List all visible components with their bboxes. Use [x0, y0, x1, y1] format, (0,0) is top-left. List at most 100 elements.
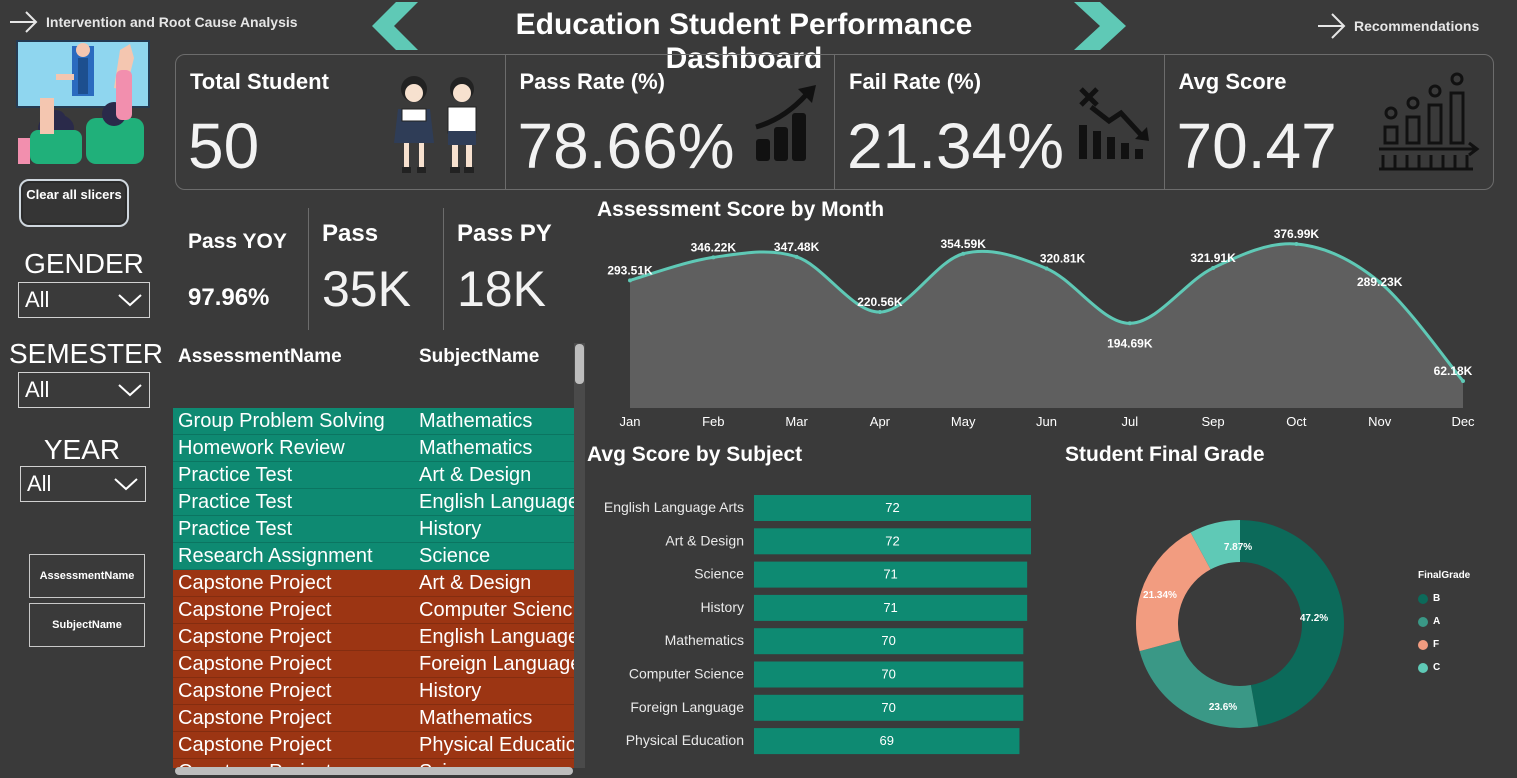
legend-swatch: [1418, 593, 1428, 604]
table-row[interactable]: Capstone Project English Language: [173, 624, 574, 651]
chevron-down-icon: [118, 384, 142, 397]
legend-title: FinalGrade: [1418, 570, 1471, 581]
bar[interactable]: [754, 561, 1028, 588]
data-point[interactable]: [1377, 280, 1382, 285]
legend-item[interactable]: C: [1418, 662, 1470, 673]
table-scrollbar-track[interactable]: [574, 343, 585, 768]
table-horizontal-scrollbar[interactable]: [175, 767, 573, 775]
subject-cell: Mathematics: [419, 437, 533, 459]
chevron-down-icon: [114, 478, 138, 491]
legend-swatch: [1418, 662, 1428, 673]
table-header-assessment[interactable]: AssessmentName: [178, 346, 342, 367]
table-row[interactable]: Capstone Project History: [173, 678, 574, 705]
year-dropdown[interactable]: All: [20, 466, 146, 502]
legend-item[interactable]: F: [1418, 639, 1470, 650]
kpi-label: Avg Score: [1178, 69, 1287, 94]
grade-chart-title: Student Final Grade: [1065, 443, 1265, 466]
bar-value-label: 72: [885, 533, 899, 548]
kpi-value: 78.66%: [517, 110, 735, 182]
kpi-value: 21.34%: [847, 110, 1065, 182]
data-label: 347.48K: [774, 240, 820, 254]
data-point[interactable]: [1044, 266, 1049, 271]
table-row[interactable]: Research Assignment Science: [173, 543, 574, 570]
table-scrollbar-thumb[interactable]: [575, 344, 584, 384]
data-label: 289.23K: [1357, 275, 1403, 289]
donut-slice[interactable]: [1240, 520, 1344, 727]
data-point[interactable]: [711, 255, 716, 260]
table-row[interactable]: Capstone Project Foreign Language: [173, 651, 574, 678]
data-point[interactable]: [961, 251, 966, 256]
legend-label: C: [1433, 662, 1441, 673]
bar[interactable]: [754, 594, 1028, 621]
slice-label: 7.87%: [1224, 542, 1252, 553]
bar-value-label: 72: [885, 500, 899, 515]
table-row[interactable]: Capstone Project Physical Educatio: [173, 732, 574, 759]
assessment-table: Group Problem Solving Mathematics Homework…: [173, 408, 574, 768]
students-icon: [394, 76, 477, 173]
subject-cell: English Language: [419, 491, 574, 513]
data-point[interactable]: [1127, 321, 1132, 326]
subject-cell: Foreign Language: [419, 653, 574, 675]
table-row[interactable]: Practice Test History: [173, 516, 574, 543]
assessment-cell: Capstone Project: [178, 572, 332, 594]
bar[interactable]: [754, 628, 1024, 655]
assessment-cell: Capstone Project: [178, 734, 332, 756]
table-row[interactable]: Capstone ProjectScience: [173, 759, 574, 768]
clear-slicers-button[interactable]: Clear all slicers: [19, 179, 129, 227]
x-tick-label: Dec: [1451, 414, 1475, 429]
nav-recommendations-label: Recommendations: [1354, 18, 1480, 34]
bar[interactable]: [754, 495, 1031, 521]
gender-slicer-title: GENDER: [24, 248, 144, 279]
legend-item[interactable]: B: [1418, 593, 1470, 604]
x-tick-label: Mar: [785, 414, 808, 429]
data-point[interactable]: [1294, 242, 1299, 247]
legend-label: A: [1433, 616, 1441, 627]
x-tick-label: Sep: [1202, 414, 1225, 429]
data-point[interactable]: [1461, 378, 1465, 383]
pass-py-label: Pass PY: [457, 220, 552, 247]
kpi-value: 70.47: [1176, 110, 1337, 182]
table-row[interactable]: Capstone Project Art & Design: [173, 570, 574, 597]
x-tick-label: Feb: [702, 414, 724, 429]
table-row[interactable]: Capstone Project Mathematics: [173, 705, 574, 732]
nav-recommendations-link[interactable]: Recommendations: [1316, 10, 1479, 42]
nav-intervention-link[interactable]: Intervention and Root Cause Analysis: [8, 8, 298, 36]
semester-slicer-title: SEMESTER: [8, 338, 164, 369]
table-row[interactable]: Practice Test Art & Design: [173, 462, 574, 489]
assessment-score-by-month-chart: 293.51K Jan 346.22K Feb 347.48K Mar 220.56K Apr…: [607, 227, 1475, 429]
table-row[interactable]: Homework Review Mathematics: [173, 435, 574, 462]
chevron-left-icon[interactable]: [372, 2, 420, 50]
pass-yoy-label: Pass YOY: [188, 230, 287, 253]
data-label: 346.22K: [691, 240, 737, 254]
bar[interactable]: [754, 694, 1024, 721]
table-row[interactable]: Capstone Project Computer Scienc: [173, 597, 574, 624]
data-point[interactable]: [794, 254, 799, 259]
semester-dropdown[interactable]: All: [18, 372, 150, 408]
data-label: 376.99K: [1274, 227, 1320, 241]
data-point[interactable]: [628, 278, 632, 283]
data-label: 194.69K: [1107, 336, 1153, 350]
bar[interactable]: [754, 528, 1031, 555]
data-point[interactable]: [1211, 265, 1216, 270]
legend-item[interactable]: A: [1418, 616, 1470, 627]
classroom-illustration: [16, 40, 150, 164]
table-row[interactable]: Group Problem Solving Mathematics: [173, 408, 574, 435]
donut-slice[interactable]: [1139, 640, 1259, 728]
subject-cell: English Language: [419, 626, 574, 648]
kpi-total-student: Total Student 50: [176, 55, 506, 189]
gender-dropdown[interactable]: All: [18, 282, 150, 318]
pass-value: 35K: [322, 261, 411, 317]
data-point[interactable]: [877, 310, 882, 315]
donut-slice[interactable]: [1190, 520, 1240, 570]
table-header-subject[interactable]: SubjectName: [419, 346, 540, 367]
subject-name-button[interactable]: SubjectName: [29, 603, 145, 647]
assessment-name-button[interactable]: AssessmentName: [29, 554, 145, 598]
category-label: History: [700, 599, 744, 615]
bar[interactable]: [754, 728, 1020, 755]
chevron-right-icon[interactable]: [1074, 2, 1126, 50]
kpi-avg-score: Avg Score 70.47: [1165, 55, 1494, 189]
chevron-down-icon: [118, 294, 142, 307]
table-row[interactable]: Practice Test English Language: [173, 489, 574, 516]
donut-slice[interactable]: [1136, 532, 1211, 652]
bar[interactable]: [754, 661, 1024, 688]
